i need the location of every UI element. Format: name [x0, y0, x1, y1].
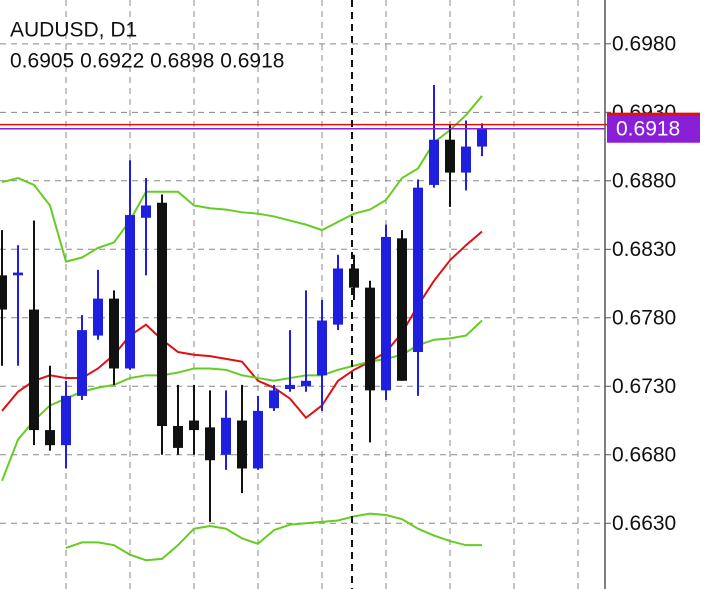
chart-title: AUDUSD, D1	[10, 19, 137, 42]
candle-body	[45, 430, 55, 446]
candle-body	[13, 272, 23, 276]
candle-body	[365, 287, 375, 391]
candle-body	[445, 139, 455, 173]
last-price-box	[607, 115, 700, 143]
candle-body	[157, 202, 167, 426]
candle-body	[461, 146, 471, 173]
candle-body	[317, 320, 327, 376]
y-tick-label: 0.6630	[612, 512, 676, 535]
indicator-line	[65, 512, 482, 562]
ohlc-readout: 0.6905 0.6922 0.6898 0.6918	[10, 50, 284, 73]
candle-body	[173, 425, 183, 448]
candle-body	[221, 417, 231, 455]
candle-body	[477, 128, 487, 147]
candle-body	[397, 238, 407, 381]
candle-body	[381, 236, 391, 391]
candle-body	[413, 187, 423, 353]
candle-body	[189, 420, 199, 431]
candle-body	[237, 420, 247, 469]
indicator-line	[1, 95, 483, 263]
candle-body	[141, 205, 151, 218]
candle-body	[93, 298, 103, 336]
last-price-label: 0.6918	[616, 117, 680, 140]
candle-body	[333, 268, 343, 325]
y-tick-label: 0.6980	[612, 32, 676, 55]
candle-body	[29, 309, 39, 431]
candle-body	[301, 380, 311, 387]
candle-body	[0, 275, 7, 310]
y-tick-label: 0.6880	[612, 169, 676, 192]
y-tick-label: 0.6830	[612, 238, 676, 261]
y-tick-label: 0.6730	[612, 375, 676, 398]
plot: 0.6630 0.6680 0.6730 0.6780 0.6830 0.6880 0.69…	[0, 32, 700, 562]
candle-body	[285, 384, 295, 390]
candle-body	[349, 268, 359, 288]
y-tick-label: 0.6780	[612, 306, 676, 329]
candle-body	[125, 215, 135, 369]
candle-body	[109, 298, 119, 369]
candle-body	[269, 390, 279, 409]
candle-body	[205, 427, 215, 461]
y-tick-label: 0.6680	[612, 443, 676, 466]
candle-body	[61, 395, 71, 446]
candle-body	[429, 139, 439, 185]
candle-body	[77, 330, 87, 396]
candle-body	[253, 410, 263, 469]
